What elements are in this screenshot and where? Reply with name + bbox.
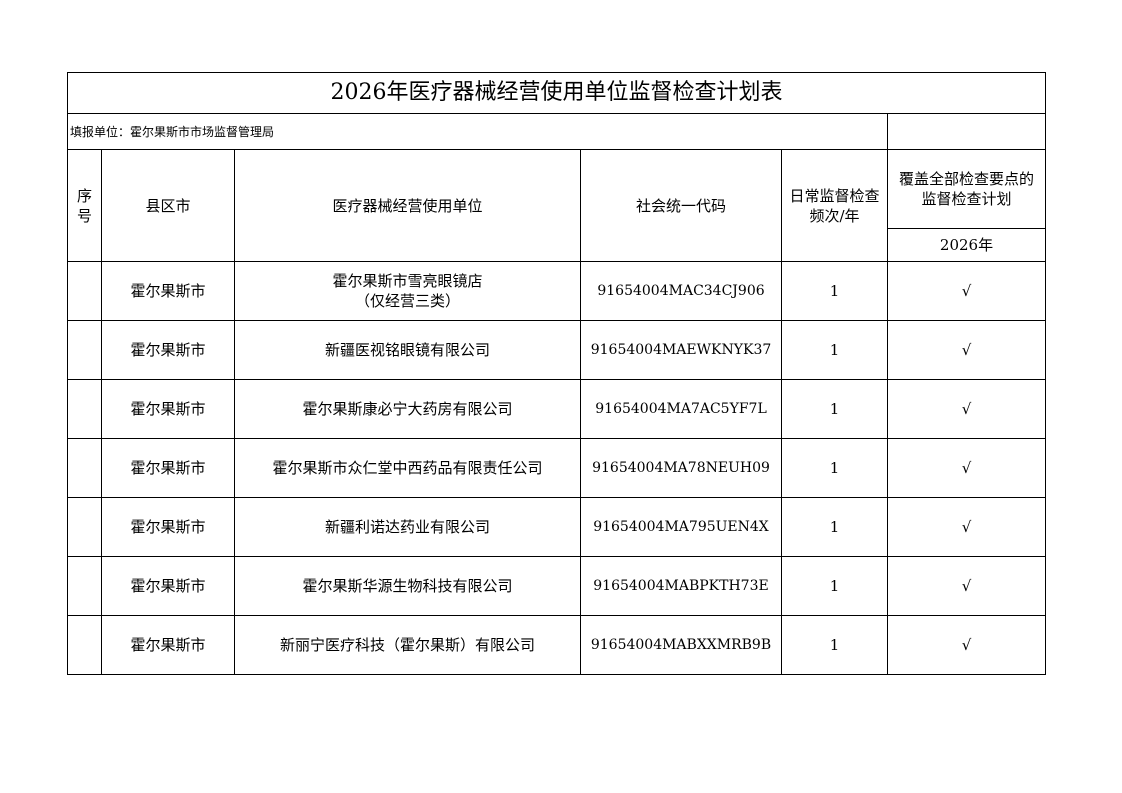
seq-cell (67, 379, 102, 439)
table-row: 霍尔果斯市 新丽宁医疗科技（霍尔果斯）有限公司 91654004MABXXMRB… (67, 615, 1046, 675)
page-title: 2026年医疗器械经营使用单位监督检查计划表 (67, 72, 1046, 114)
table-row: 霍尔果斯市 新疆医视铭眼镜有限公司 91654004MAEWKNYK37 1 √ (67, 320, 1046, 380)
county-cell: 霍尔果斯市 (101, 261, 235, 321)
plan-check-cell: √ (887, 615, 1046, 675)
code-cell: 91654004MAC34CJ906 (580, 261, 782, 321)
county-cell: 霍尔果斯市 (101, 556, 235, 616)
plan-check-cell: √ (887, 261, 1046, 321)
unit-name: 新丽宁医疗科技（霍尔果斯）有限公司 (279, 636, 535, 654)
frequency-cell: 1 (781, 556, 888, 616)
header-code: 社会统一代码 (580, 149, 782, 262)
table-row: 霍尔果斯市 霍尔果斯市众仁堂中西药品有限责任公司 91654004MA78NEU… (67, 438, 1046, 498)
unit-cell: 新丽宁医疗科技（霍尔果斯）有限公司 (234, 615, 581, 675)
unit-name: 霍尔果斯市众仁堂中西药品有限责任公司 (272, 459, 543, 477)
inspection-plan-table: 2026年医疗器械经营使用单位监督检查计划表 填报单位：霍尔果斯市市场监督管理局… (67, 72, 1046, 675)
table-row: 霍尔果斯市 霍尔果斯华源生物科技有限公司 91654004MABPKTH73E … (67, 556, 1046, 616)
unit-name: 新疆医视铭眼镜有限公司 (324, 341, 490, 359)
code-cell: 91654004MA795UEN4X (580, 497, 782, 557)
seq-cell (67, 320, 102, 380)
plan-check-cell: √ (887, 556, 1046, 616)
seq-cell (67, 497, 102, 557)
unit-name: 霍尔果斯康必宁大药房有限公司 (302, 400, 513, 418)
county-cell: 霍尔果斯市 (101, 497, 235, 557)
unit-cell: 霍尔果斯市众仁堂中西药品有限责任公司 (234, 438, 581, 498)
plan-check-cell: √ (887, 497, 1046, 557)
unit-name: 新疆利诺达药业有限公司 (324, 518, 490, 536)
frequency-cell: 1 (781, 438, 888, 498)
frequency-cell: 1 (781, 497, 888, 557)
unit-cell: 霍尔果斯市雪亮眼镜店 （仅经营三类） (234, 261, 581, 321)
county-cell: 霍尔果斯市 (101, 615, 235, 675)
header-year: 2026年 (887, 228, 1046, 262)
seq-cell (67, 615, 102, 675)
unit-cell: 新疆利诺达药业有限公司 (234, 497, 581, 557)
unit-name: 霍尔果斯市雪亮眼镜店 (332, 272, 483, 290)
header-unit: 医疗器械经营使用单位 (234, 149, 581, 262)
frequency-cell: 1 (781, 615, 888, 675)
county-cell: 霍尔果斯市 (101, 320, 235, 380)
unit-cell: 霍尔果斯华源生物科技有限公司 (234, 556, 581, 616)
unit-name: 霍尔果斯华源生物科技有限公司 (302, 577, 513, 595)
header-seq: 序号 (67, 149, 102, 262)
frequency-cell: 1 (781, 261, 888, 321)
empty-cell (887, 113, 1046, 150)
county-cell: 霍尔果斯市 (101, 379, 235, 439)
code-cell: 91654004MABPKTH73E (580, 556, 782, 616)
table-row: 霍尔果斯市 霍尔果斯市雪亮眼镜店 （仅经营三类） 91654004MAC34CJ9… (67, 261, 1046, 321)
unit-cell: 霍尔果斯康必宁大药房有限公司 (234, 379, 581, 439)
county-cell: 霍尔果斯市 (101, 438, 235, 498)
plan-check-cell: √ (887, 438, 1046, 498)
plan-check-cell: √ (887, 379, 1046, 439)
header-county: 县区市 (101, 149, 235, 262)
table-row: 霍尔果斯市 新疆利诺达药业有限公司 91654004MA795UEN4X 1 √ (67, 497, 1046, 557)
frequency-cell: 1 (781, 320, 888, 380)
frequency-cell: 1 (781, 379, 888, 439)
header-plan: 覆盖全部检查要点的监督检查计划 (887, 149, 1046, 229)
header-frequency: 日常监督检查频次/年 (781, 149, 888, 262)
unit-cell: 新疆医视铭眼镜有限公司 (234, 320, 581, 380)
seq-cell (67, 261, 102, 321)
code-cell: 91654004MAEWKNYK37 (580, 320, 782, 380)
code-cell: 91654004MA7AC5YF7L (580, 379, 782, 439)
seq-cell (67, 438, 102, 498)
plan-check-cell: √ (887, 320, 1046, 380)
unit-note: （仅经营三类） (354, 292, 460, 310)
code-cell: 91654004MABXXMRB9B (580, 615, 782, 675)
table-row: 霍尔果斯市 霍尔果斯康必宁大药房有限公司 91654004MA7AC5YF7L … (67, 379, 1046, 439)
seq-cell (67, 556, 102, 616)
code-cell: 91654004MA78NEUH09 (580, 438, 782, 498)
reporting-unit: 填报单位：霍尔果斯市市场监督管理局 (67, 113, 888, 150)
